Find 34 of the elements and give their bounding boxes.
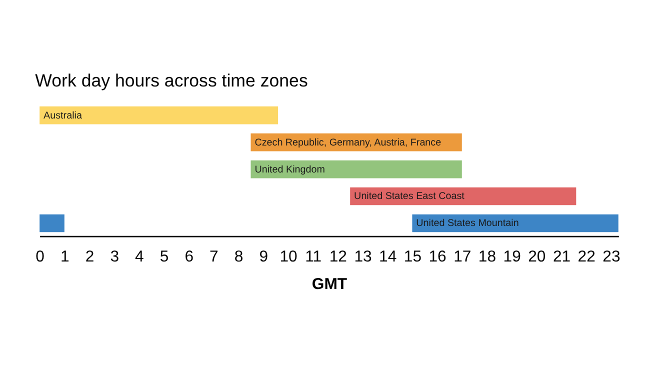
- x-tick-label: 7: [210, 248, 218, 266]
- bar: [40, 106, 278, 124]
- y-tick-label: United Kingdom: [254, 164, 325, 176]
- y-tick-label: Australia: [44, 110, 82, 122]
- x-tick-label: 19: [503, 248, 522, 266]
- x-tick-label: 17: [454, 248, 472, 266]
- x-tick-label: 15: [404, 248, 422, 266]
- x-tick-label: 11: [305, 248, 322, 266]
- x-axis-title: GMT: [312, 276, 348, 294]
- x-tick-label: 4: [135, 248, 144, 266]
- x-tick-label: 1: [60, 248, 70, 266]
- x-tick-label: 23: [602, 248, 620, 266]
- y-tick-label: Czech Republic, Germany, Austria, France: [254, 137, 442, 148]
- chart-title: Work day hours across time zones: [35, 70, 308, 91]
- x-tick-label: 3: [110, 248, 120, 266]
- x-tick-label: 0: [36, 248, 45, 266]
- x-tick-label: 13: [354, 248, 372, 266]
- x-tick-label: 5: [160, 248, 169, 266]
- bar: [250, 160, 462, 178]
- x-tick-label: 6: [184, 248, 194, 266]
- x-tick-label: 14: [379, 248, 397, 266]
- bar: [40, 214, 64, 232]
- y-tick-label: United States Mountain: [416, 218, 519, 230]
- x-tick-label: 20: [528, 248, 546, 266]
- x-tick-label: 10: [280, 248, 298, 266]
- x-tick-label: 8: [234, 248, 244, 266]
- x-tick-label: 16: [428, 248, 447, 266]
- x-tick-label: 12: [329, 248, 347, 266]
- y-tick-label: United States East Coast: [354, 191, 465, 202]
- x-tick-label: 21: [552, 248, 571, 266]
- x-tick-label: 22: [578, 248, 596, 266]
- x-tick-label: 2: [85, 248, 94, 266]
- x-tick-label: 18: [478, 248, 496, 266]
- x-tick-label: 9: [259, 248, 268, 266]
